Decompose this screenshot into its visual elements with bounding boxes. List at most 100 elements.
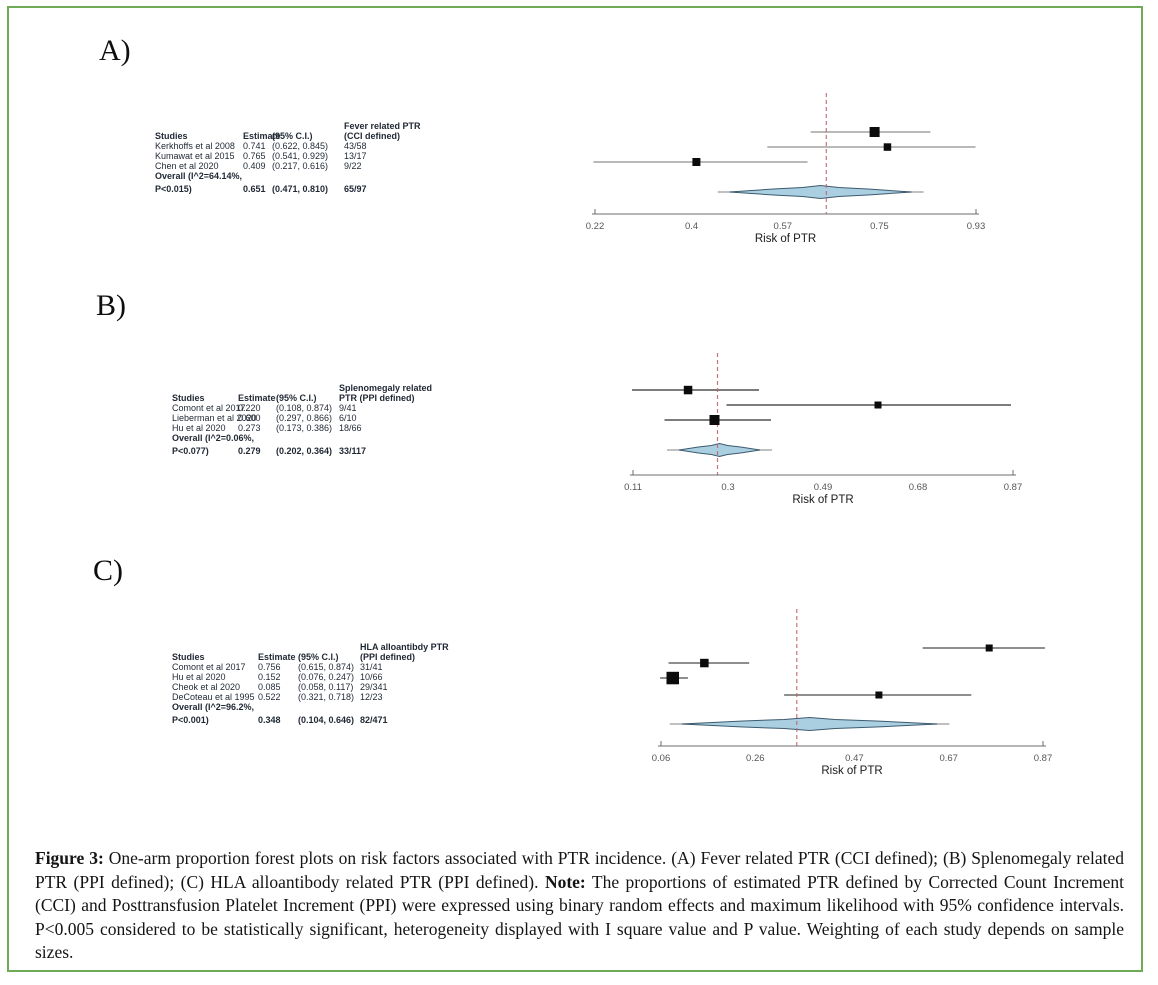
studies-header: Studies: [172, 652, 205, 662]
study-name: Kerkhoffs et al 2008: [155, 141, 235, 151]
estimate-square: [700, 658, 709, 668]
estimate-value: 0.152: [258, 672, 281, 682]
ci-value: (0.615, 0.874): [298, 662, 355, 672]
panel-c-label: C): [93, 554, 123, 587]
events-value: 13/17: [344, 151, 367, 161]
estimate-square: [883, 143, 892, 151]
ci-value: (0.321, 0.718): [298, 692, 355, 702]
figure-caption: Figure 3: One-arm proportion forest plot…: [35, 847, 1124, 965]
estimate-square: [692, 158, 701, 166]
caption-note-label: Note:: [544, 871, 586, 892]
estimate-square: [874, 401, 882, 409]
estimate-value: 0.409: [243, 161, 266, 171]
x-tick-label: 0.57: [774, 221, 793, 232]
x-tick-label: 0.49: [814, 482, 833, 493]
overall-diamond: [678, 442, 761, 458]
events-value: 9/41: [339, 403, 357, 413]
overall-ci-value: (0.202, 0.364): [276, 446, 333, 456]
events-value: 29/341: [360, 682, 388, 692]
forest-plot-a: 0.22 0.4 0.57 0.75 0.93 Risk of PTR: [586, 93, 986, 245]
estimate-value: 0.273: [238, 423, 261, 433]
ci-value: (0.297, 0.866): [276, 413, 333, 423]
overall-label-line2: P<0.015): [155, 184, 192, 194]
x-tick-label: 0.87: [1034, 753, 1053, 764]
estimate-value: 0.522: [258, 692, 281, 702]
x-tick-label: 0.22: [586, 221, 605, 232]
forest-plot-b: 0.11 0.3 0.49 0.68 0.87 Risk of PTR: [624, 353, 1022, 506]
estimate-value: 0.220: [238, 403, 261, 413]
panel-a-label: A): [99, 34, 131, 67]
overall-events-value: 82/471: [360, 715, 388, 725]
study-name: Comont et al 2017: [172, 662, 246, 672]
overall-estimate-value: 0.348: [258, 715, 281, 725]
overall-estimate-value: 0.279: [238, 446, 261, 456]
estimate-value: 0.085: [258, 682, 281, 692]
events-value: 12/23: [360, 692, 383, 702]
studies-header: Studies: [172, 393, 205, 403]
overall-ci-value: (0.104, 0.646): [298, 715, 355, 725]
figure-label: Figure 3:: [35, 848, 104, 868]
group-header-line1: Splenomegaly related: [339, 383, 433, 393]
overall-estimate-value: 0.651: [243, 184, 266, 194]
overall-diamond: [729, 184, 912, 200]
estimate-header: Estimate: [258, 652, 296, 662]
caption-note-text: The proportions of estimated PTR defined…: [35, 871, 1125, 963]
estimate-value: 0.741: [243, 141, 266, 151]
x-tick-label: 0.3: [721, 482, 734, 493]
overall-events-value: 65/97: [344, 184, 367, 194]
forest-plot-c: 0.06 0.26 0.47 0.67 0.87 Risk of PTR: [652, 609, 1053, 777]
group-header-line2: (PPI defined): [360, 652, 416, 662]
panel-b-label: B): [96, 289, 126, 322]
x-tick-label: 0.93: [967, 221, 986, 232]
events-value: 18/66: [339, 423, 362, 433]
overall-label-line1: Overall (I^2=0.06%,: [172, 433, 255, 443]
study-name: Hu et al 2020: [172, 423, 226, 433]
ci-header: (95% C.I.): [276, 393, 317, 403]
overall-events-value: 33/117: [339, 446, 367, 456]
ci-header: (95% C.I.): [272, 131, 313, 141]
study-name: Chen et al 2020: [155, 161, 219, 171]
overall-label-line1: Overall (I^2=64.14%,: [155, 171, 243, 181]
figure-border: [7, 6, 1143, 972]
events-value: 9/22: [344, 161, 362, 171]
events-value: 31/41: [360, 662, 383, 672]
group-header-line2: (CCI defined): [344, 131, 400, 141]
estimate-square: [709, 415, 720, 425]
events-value: 43/58: [344, 141, 367, 151]
study-name: Kumawat et al 2015: [155, 151, 235, 161]
estimate-header: Estimate: [238, 393, 276, 403]
estimate-value: 0.756: [258, 662, 281, 672]
study-name: DeCoteau et al 1995: [172, 692, 255, 702]
overall-label-line2: P<0.001): [172, 715, 209, 725]
ci-value: (0.217, 0.616): [272, 161, 329, 171]
x-tick-label: 0.4: [685, 221, 698, 232]
x-axis-title: Risk of PTR: [821, 765, 882, 777]
estimate-value: 0.765: [243, 151, 266, 161]
estimate-square: [869, 127, 880, 137]
ci-value: (0.173, 0.386): [276, 423, 333, 433]
x-axis-title: Risk of PTR: [792, 494, 853, 506]
ci-value: (0.076, 0.247): [298, 672, 355, 682]
x-tick-label: 0.26: [746, 753, 765, 764]
events-value: 6/10: [339, 413, 357, 423]
ci-value: (0.108, 0.874): [276, 403, 333, 413]
overall-diamond: [681, 716, 938, 732]
x-tick-label: 0.75: [870, 221, 889, 232]
estimate-header: Estimate: [243, 131, 281, 141]
group-header-line1: Fever related PTR: [344, 121, 421, 131]
x-tick-label: 0.06: [652, 753, 671, 764]
estimate-square: [985, 644, 993, 652]
x-tick-label: 0.68: [909, 482, 928, 493]
group-header-line2: PTR (PPI defined): [339, 393, 415, 403]
overall-label-line2: P<0.077): [172, 446, 209, 456]
study-name: Hu et al 2020: [172, 672, 226, 682]
estimate-square: [666, 671, 679, 685]
studies-header: Studies: [155, 131, 188, 141]
ci-value: (0.058, 0.117): [298, 682, 354, 692]
ci-header: (95% C.I.): [298, 652, 339, 662]
ci-value: (0.541, 0.929): [272, 151, 329, 161]
estimate-square: [875, 691, 883, 699]
x-tick-label: 0.67: [939, 753, 958, 764]
